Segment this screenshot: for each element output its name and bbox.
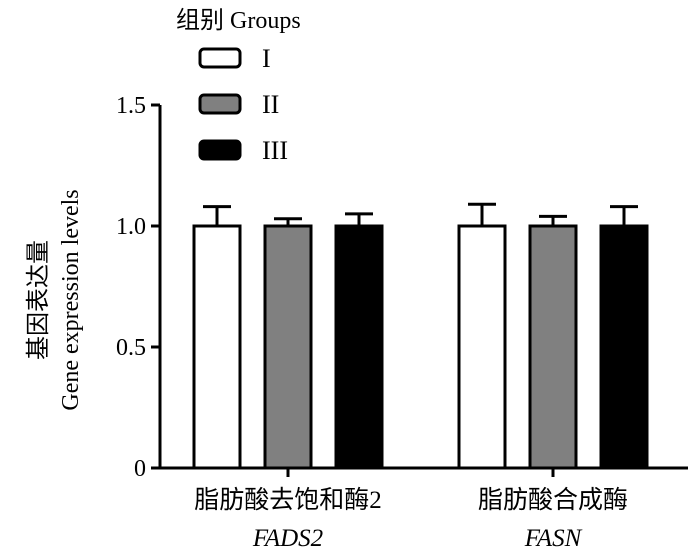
x-category-labels: 脂肪酸去饱和酶2 FADS2 脂肪酸合成酶 FASN (194, 486, 628, 552)
bar-FASN-I (457, 224, 507, 470)
legend-label-II: II (262, 90, 279, 119)
legend-label-III: III (262, 136, 288, 165)
x-category-label-en: FASN (524, 525, 583, 552)
legend-swatch-II (198, 93, 242, 115)
x-category-label-cn: 脂肪酸合成酶 (478, 486, 628, 514)
legend-label-I: I (262, 44, 271, 73)
legend-swatch-I (198, 47, 242, 69)
bar-FASN-II (528, 224, 578, 470)
bar-FADS2-I (192, 224, 242, 470)
bar-FADS2-II (263, 224, 313, 470)
y-axis-title-en: Gene expression levels (58, 189, 84, 410)
legend-swatch-III (198, 139, 242, 161)
x-category-label-cn: 脂肪酸去饱和酶2 (194, 486, 382, 514)
bar-FADS2-III (334, 224, 384, 470)
y-axis-title: 基因表达量 Gene expression levels (25, 189, 84, 410)
y-axis-title-cn: 基因表达量 (25, 240, 52, 360)
y-tick-label: 0.5 (116, 335, 146, 361)
y-tick-label: 1.0 (116, 214, 146, 240)
bars (192, 202, 649, 470)
y-tick-label: 1.5 (116, 93, 146, 119)
legend-title: 组别 Groups (176, 7, 301, 34)
bar-FASN-III (599, 224, 649, 470)
y-tick-label: 0 (134, 456, 146, 482)
x-category-label-en: FADS2 (252, 525, 323, 552)
